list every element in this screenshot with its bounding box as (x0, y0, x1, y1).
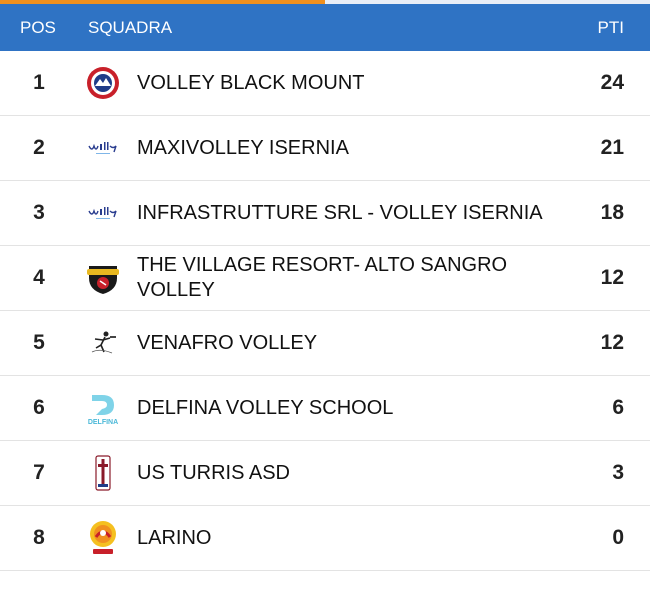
team-name: LARINO (137, 526, 212, 549)
table-row[interactable]: 6 DELFINA DELFINA VOLLEY SCHOOL 6 (0, 376, 650, 441)
team-points: 21 (600, 136, 624, 159)
venafro-logo (84, 325, 122, 361)
alto-sangro-logo (84, 260, 122, 296)
team-points: 24 (600, 71, 624, 94)
volley-isernia-logo (84, 195, 122, 231)
svg-text:DELFINA: DELFINA (88, 419, 118, 426)
table-row[interactable]: 3 INFRASTRUTTURE SRL - VOLLEY ISERNIA 18 (0, 181, 650, 246)
us-turris-logo (84, 455, 122, 491)
delfina-logo: DELFINA (84, 390, 122, 426)
team-points: 3 (612, 461, 624, 484)
table-row[interactable]: 4 THE VILLAGE RESORT- ALTO SANGRO VOLLEY… (0, 246, 650, 311)
header-points-label: PTI (597, 18, 624, 37)
team-name: THE VILLAGE RESORT- ALTO SANGRO VOLLEY (137, 254, 508, 301)
header-pos-label: POS (20, 18, 56, 37)
team-name: VENAFRO VOLLEY (137, 331, 318, 354)
team-points: 18 (600, 201, 624, 224)
larino-logo (84, 520, 122, 556)
team-points: 12 (600, 266, 624, 289)
team-points: 6 (612, 396, 624, 419)
table-row[interactable]: 7 US TURRIS ASD 3 (0, 441, 650, 506)
row-position: 5 (33, 331, 45, 354)
row-position: 8 (33, 526, 45, 549)
header-team-label: SQUADRA (88, 18, 173, 37)
table-row[interactable]: 5 VENAFRO VOLLEY 12 (0, 311, 650, 376)
team-points: 12 (600, 331, 624, 354)
team-name: VOLLEY BLACK MOUNT (137, 71, 365, 94)
team-name: US TURRIS ASD (137, 461, 290, 484)
row-position: 4 (33, 266, 45, 289)
volley-isernia-logo (84, 130, 122, 166)
team-name: MAXIVOLLEY ISERNIA (137, 136, 349, 159)
row-position: 1 (33, 71, 45, 94)
volley-black-mount-logo (84, 65, 122, 101)
loading-progress-fill (0, 0, 325, 4)
table-row[interactable]: 8 LARINO 0 (0, 506, 650, 571)
row-position: 2 (33, 136, 45, 159)
table-row[interactable]: 2 MAXIVOLLEY ISERNIA 21 (0, 116, 650, 181)
team-points: 0 (612, 526, 624, 549)
team-name: DELFINA VOLLEY SCHOOL (137, 396, 394, 419)
row-position: 6 (33, 396, 45, 419)
standings-header: POS SQUADRA PTI (0, 4, 650, 51)
team-name: INFRASTRUTTURE SRL - VOLLEY ISERNIA (137, 201, 543, 224)
row-position: 3 (33, 201, 45, 224)
loading-progress-bar (0, 0, 650, 4)
standings-table: 1 VOLLEY BLACK MOUNT 24 2 MAXIVOLLEY IS (0, 51, 650, 571)
row-position: 7 (33, 461, 45, 484)
table-row[interactable]: 1 VOLLEY BLACK MOUNT 24 (0, 51, 650, 116)
